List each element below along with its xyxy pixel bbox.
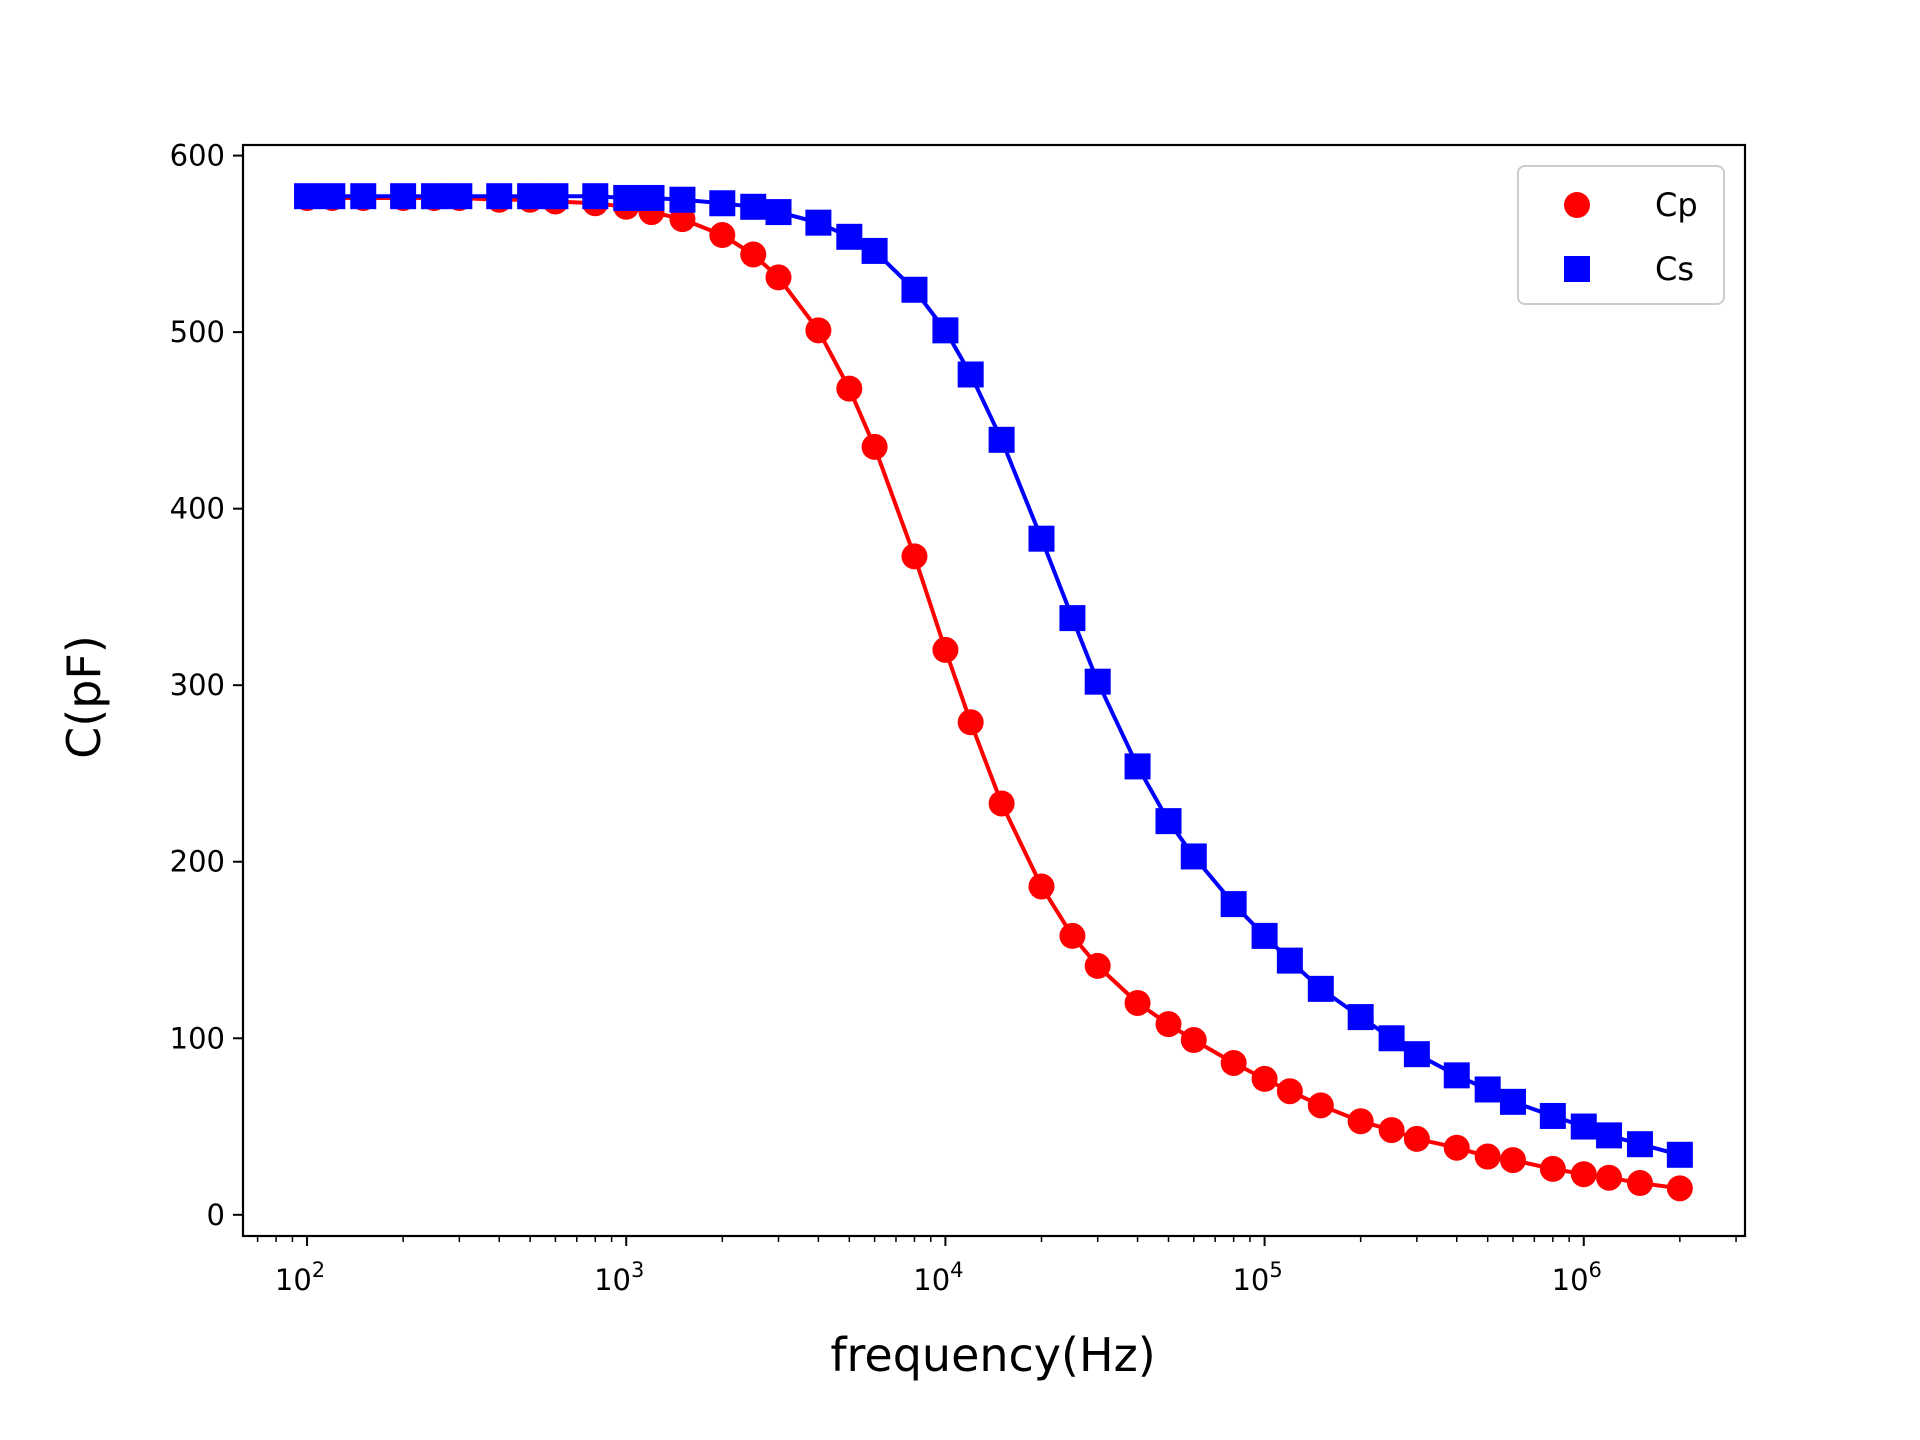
data-point-cs: [1028, 525, 1055, 552]
data-point-cs: [1180, 843, 1207, 870]
data-point-cs: [1124, 753, 1151, 780]
data-point-cs: [740, 193, 767, 220]
legend-label-cs: Cs: [1655, 250, 1694, 288]
data-point-cp: [901, 543, 928, 570]
data-point-cp: [765, 264, 792, 291]
data-point-cs: [861, 237, 888, 264]
data-point-cs: [390, 183, 417, 210]
data-point-cp: [861, 433, 888, 460]
data-point-cs: [932, 317, 959, 344]
x-tick-label: 106: [1552, 1258, 1602, 1297]
data-point-cp: [988, 790, 1015, 817]
data-point-cs: [1347, 1004, 1374, 1031]
data-point-cp: [1124, 989, 1151, 1016]
x-axis-label: frequency(Hz): [830, 1328, 1155, 1382]
data-point-cp: [1251, 1065, 1278, 1092]
data-point-cs: [1155, 808, 1182, 835]
data-point-cp: [1570, 1161, 1597, 1188]
y-axis-label: C(pF): [57, 635, 111, 759]
data-point-cs: [582, 183, 609, 210]
data-point-cp: [709, 222, 736, 249]
data-point-cp: [1443, 1134, 1470, 1161]
data-point-cs: [638, 184, 665, 211]
data-point-cs: [1666, 1141, 1693, 1168]
data-point-cs: [988, 426, 1015, 453]
data-point-cs: [446, 183, 473, 210]
data-point-cp: [1474, 1143, 1501, 1170]
data-point-cs: [901, 276, 928, 303]
data-point-cp: [1539, 1155, 1566, 1182]
x-tick-label: 105: [1232, 1258, 1282, 1297]
data-point-cp: [1378, 1117, 1405, 1144]
data-point-cs: [1443, 1062, 1470, 1089]
data-point-cp: [1028, 873, 1055, 900]
data-point-cs: [517, 183, 544, 210]
series-layer: [294, 183, 1693, 1202]
data-point-cs: [1084, 668, 1111, 695]
data-point-cp: [1307, 1092, 1334, 1119]
data-point-cs: [805, 209, 832, 236]
legend-marker-cp: [1564, 192, 1590, 218]
y-axis: 0 100 200 300 400 500 600: [170, 139, 243, 1232]
data-point-cs: [613, 184, 640, 211]
data-point-cp: [932, 636, 959, 663]
data-point-cp: [1220, 1049, 1247, 1076]
data-point-cs: [1220, 891, 1247, 918]
data-point-cs: [1059, 605, 1086, 632]
data-point-cs: [709, 190, 736, 217]
data-point-cs: [1251, 922, 1278, 949]
data-point-cs: [486, 183, 513, 210]
x-tick-label: 104: [913, 1258, 963, 1297]
data-point-cp: [740, 241, 767, 268]
data-point-cp: [1059, 922, 1086, 949]
data-point-cp: [1180, 1027, 1207, 1054]
data-point-cs: [542, 183, 569, 210]
data-point-cs: [294, 183, 321, 210]
data-point-cs: [1403, 1041, 1430, 1068]
data-point-cs: [319, 183, 346, 210]
data-point-cs: [1570, 1113, 1597, 1140]
data-point-cs: [957, 361, 984, 388]
data-point-cs: [1307, 975, 1334, 1002]
data-point-cs: [421, 183, 448, 210]
x-tick-label: 103: [594, 1258, 644, 1297]
data-point-cs: [1539, 1102, 1566, 1129]
data-point-cs: [1276, 947, 1303, 974]
data-point-cs: [669, 186, 696, 213]
legend-marker-cs: [1564, 256, 1590, 282]
data-point-cp: [805, 317, 832, 344]
data-point-cp: [1499, 1147, 1526, 1174]
legend: Cp Cs: [1517, 165, 1725, 305]
data-point-cp: [1276, 1078, 1303, 1105]
y-tick-label: 400: [170, 492, 225, 526]
data-point-cs: [836, 223, 863, 250]
data-point-cs: [350, 183, 377, 210]
data-point-cs: [1626, 1131, 1653, 1158]
x-tick-label: 102: [275, 1258, 325, 1297]
data-point-cp: [1155, 1011, 1182, 1038]
data-point-cp: [836, 375, 863, 402]
data-point-cp: [1626, 1170, 1653, 1197]
data-point-cs: [1378, 1025, 1405, 1052]
data-point-cp: [1347, 1108, 1374, 1135]
data-point-cs: [1596, 1122, 1623, 1149]
y-tick-label: 0: [207, 1198, 225, 1232]
data-point-cs: [1474, 1076, 1501, 1103]
data-point-cp: [957, 709, 984, 736]
y-tick-label: 100: [170, 1021, 225, 1055]
data-point-cp: [1403, 1125, 1430, 1152]
x-axis: 102 103 104 105 106: [256, 1236, 1737, 1297]
y-tick-label: 500: [170, 315, 225, 349]
plot-frame: [241, 143, 1747, 1238]
data-point-cp: [1666, 1175, 1693, 1202]
data-point-cs: [765, 199, 792, 226]
data-point-cs: [1499, 1088, 1526, 1115]
data-point-cp: [1084, 952, 1111, 979]
data-point-cp: [1596, 1164, 1623, 1191]
y-tick-label: 200: [170, 845, 225, 879]
y-tick-label: 600: [170, 139, 225, 173]
legend-label-cp: Cp: [1655, 186, 1698, 224]
y-tick-label: 300: [170, 668, 225, 702]
